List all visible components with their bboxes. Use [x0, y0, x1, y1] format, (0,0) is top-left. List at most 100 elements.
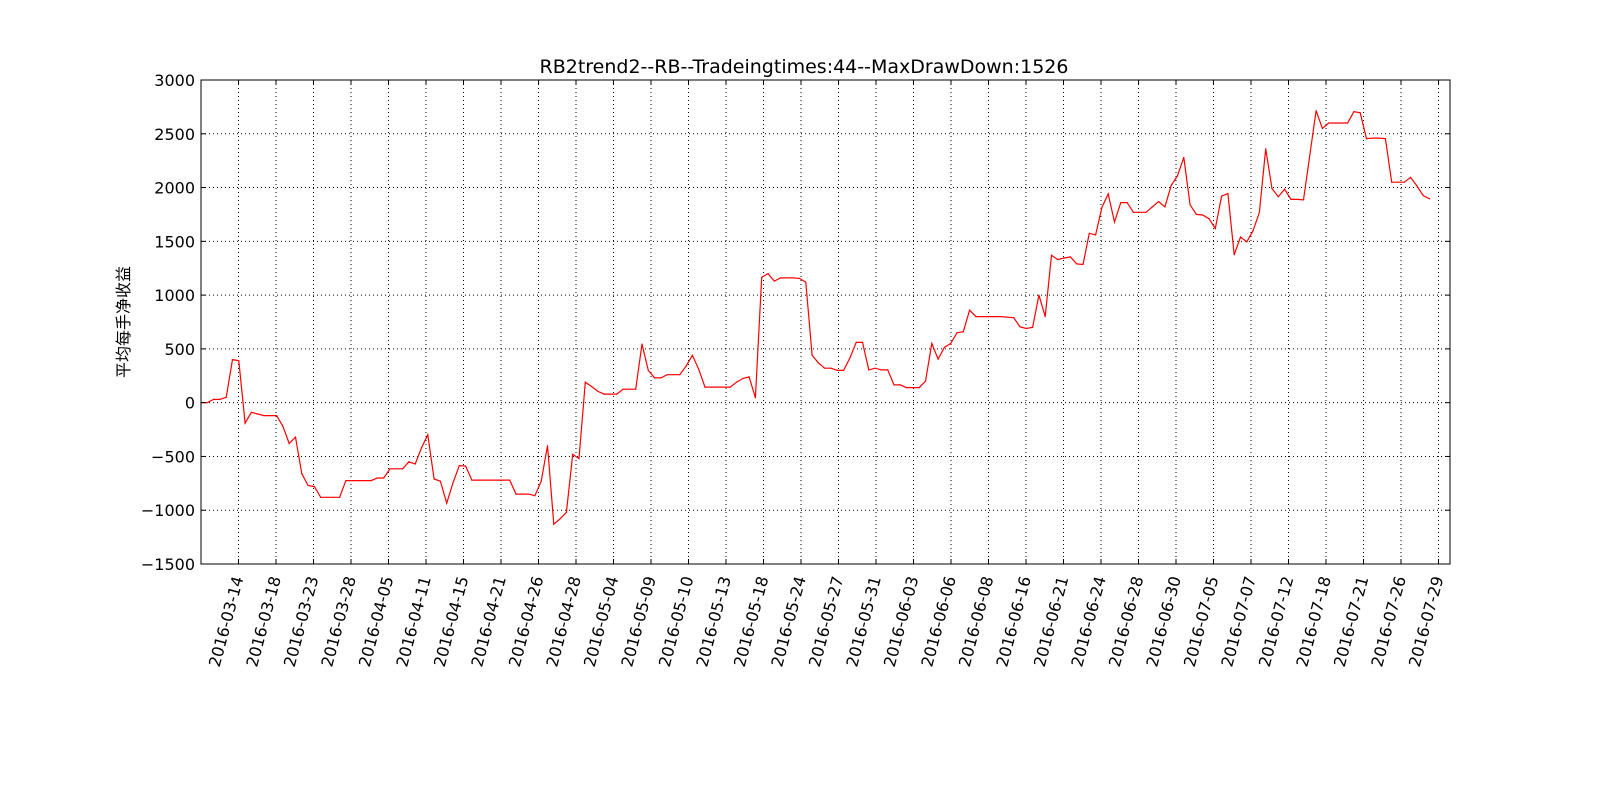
y-axis-label: 平均每手净收益	[114, 266, 133, 378]
data-point	[672, 374, 675, 376]
data-point	[477, 479, 479, 481]
data-point	[446, 502, 448, 504]
data-point	[515, 493, 517, 495]
data-point	[660, 377, 662, 379]
data-point	[780, 277, 782, 279]
y-tick-label: 0	[185, 394, 195, 413]
x-tick-label: 2016-04-11	[392, 574, 434, 669]
data-point	[509, 479, 511, 481]
data-point	[288, 442, 290, 445]
data-point	[1158, 200, 1160, 203]
x-tick-label: 2016-07-29	[1405, 574, 1447, 669]
x-tick-label: 2016-05-31	[842, 574, 884, 669]
data-point	[981, 316, 983, 318]
data-point	[1176, 175, 1179, 177]
data-point	[1328, 122, 1330, 124]
data-point	[414, 463, 416, 465]
data-point	[1296, 198, 1298, 200]
data-point	[1246, 241, 1248, 243]
data-point	[307, 484, 309, 487]
plot-frame	[200, 79, 1451, 565]
data-point	[1170, 184, 1172, 186]
y-tick-label: −500	[151, 447, 195, 466]
data-point	[320, 496, 322, 498]
data-point	[1309, 154, 1311, 156]
data-point	[534, 495, 536, 497]
data-point	[1428, 198, 1431, 200]
data-point	[691, 354, 694, 356]
data-point	[376, 477, 378, 479]
data-point	[465, 465, 467, 467]
data-point	[439, 480, 441, 482]
x-tick-label: 2016-04-21	[467, 574, 509, 669]
data-point	[924, 380, 927, 382]
data-point	[622, 388, 624, 390]
data-point	[1101, 206, 1103, 209]
x-tick-label: 2016-04-15	[430, 574, 472, 669]
y-tick-label: −1500	[141, 555, 195, 574]
axes-ticks: −1500 −1000 −500 0 500 1000 1500 2000 2500 3000 20…	[141, 71, 1450, 669]
data-point	[1107, 193, 1109, 195]
x-tick-label: 2016-06-21	[1030, 574, 1072, 669]
data-point	[213, 398, 215, 400]
y-tick-label: 1000	[154, 286, 195, 305]
data-point	[1258, 211, 1260, 213]
data-point	[943, 346, 946, 348]
data-point	[502, 479, 504, 481]
data-point	[641, 343, 643, 345]
data-point	[1302, 199, 1305, 201]
data-point	[345, 480, 347, 482]
data-point	[616, 393, 618, 395]
data-point	[855, 341, 857, 343]
data-point	[811, 354, 813, 356]
data-point	[540, 480, 542, 482]
data-point	[1233, 254, 1235, 256]
data-point	[1239, 236, 1242, 238]
data-point	[420, 447, 423, 449]
data-point	[584, 381, 586, 383]
data-point	[383, 477, 385, 479]
y-tick-label: −1000	[141, 501, 195, 520]
x-tick-label: 2016-06-28	[1105, 574, 1147, 669]
x-tick-label: 2016-07-07	[1217, 574, 1259, 669]
data-point	[1132, 211, 1134, 213]
data-point	[244, 422, 246, 424]
data-point	[257, 413, 259, 415]
data-point	[1164, 206, 1166, 208]
data-point	[773, 280, 775, 282]
data-point	[742, 377, 744, 380]
data-point	[483, 479, 486, 481]
data-point	[1069, 256, 1071, 258]
y-tick-label: 1500	[154, 232, 195, 251]
data-point	[471, 479, 473, 481]
x-tick-label: 2016-05-18	[730, 574, 772, 669]
data-point	[761, 276, 763, 278]
data-point	[1113, 221, 1116, 223]
data-point	[729, 386, 731, 388]
data-point	[1082, 263, 1084, 266]
data-point	[1050, 254, 1053, 256]
data-point	[685, 365, 687, 367]
x-tick-label: 2016-04-26	[505, 574, 547, 669]
data-point	[357, 480, 360, 482]
x-tick-label: 2016-07-12	[1255, 574, 1297, 669]
data-point	[206, 402, 208, 404]
data-point	[1347, 122, 1349, 124]
data-point	[1277, 196, 1279, 198]
data-point	[597, 390, 599, 392]
x-tick-label: 2016-03-18	[242, 574, 284, 669]
data-point	[364, 480, 366, 482]
y-tick-label: 500	[164, 340, 195, 359]
data-point	[559, 518, 561, 520]
x-tick-label: 2016-05-24	[767, 574, 809, 669]
data-point	[843, 369, 845, 371]
data-point	[994, 316, 996, 318]
data-point	[496, 479, 498, 481]
data-point	[269, 415, 271, 417]
data-point	[370, 480, 372, 482]
data-point	[389, 468, 391, 470]
x-tick-label: 2016-05-09	[617, 574, 659, 669]
data-point	[666, 374, 668, 376]
series-layer	[200, 110, 1431, 526]
data-point	[1397, 181, 1399, 183]
